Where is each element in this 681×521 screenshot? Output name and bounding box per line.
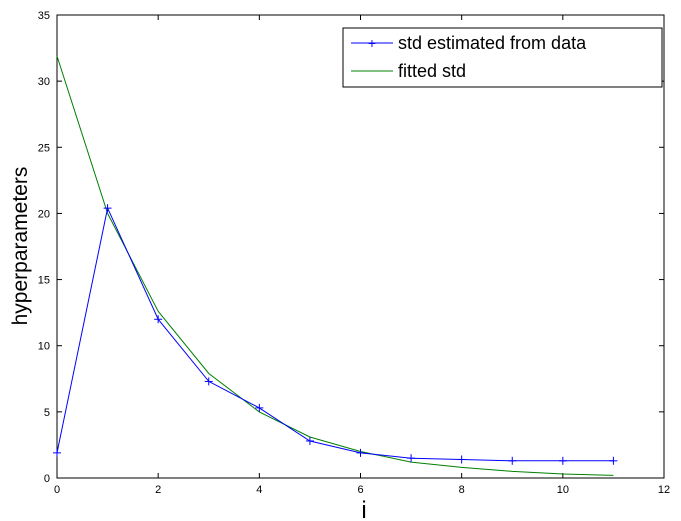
data-point	[407, 454, 416, 463]
y-tick-label: 5	[44, 407, 50, 419]
legend-box	[342, 27, 663, 88]
plot-area	[56, 14, 665, 479]
data-point	[103, 204, 112, 213]
data-point	[558, 456, 567, 465]
x-tick-label: 0	[54, 484, 60, 496]
data-point	[305, 436, 314, 445]
data-point	[356, 448, 365, 457]
series-layer	[53, 55, 618, 476]
axis-ticks: 0 2 4 6 8 10 12 0 5 10 15 20 25 30 35	[38, 10, 670, 496]
y-tick-label: 20	[38, 208, 50, 220]
y-tick-label: 25	[38, 142, 50, 154]
y-tick-label: 0	[44, 473, 50, 485]
data-point	[204, 377, 213, 386]
x-axis-label: i	[361, 497, 366, 521]
legend-label-fitted-std: fitted std	[398, 61, 466, 81]
data-point	[154, 315, 163, 324]
data-point	[255, 403, 264, 412]
data-point	[508, 456, 517, 465]
legend-marker-std-estimated: +	[368, 35, 376, 51]
x-tick-label: 2	[155, 484, 161, 496]
data-point	[457, 455, 466, 464]
legend: + std estimated from data fitted std	[342, 27, 663, 88]
x-tick-label: 12	[658, 484, 670, 496]
x-tick-label: 6	[357, 484, 363, 496]
series-line-fitted-std	[56, 55, 614, 476]
y-tick-label: 10	[38, 341, 50, 353]
y-tick-label: 15	[38, 275, 50, 287]
y-tick-label: 35	[38, 10, 50, 22]
y-axis-label: hyperparameters	[9, 167, 32, 326]
x-tick-label: 4	[256, 484, 262, 496]
y-tick-label: 30	[38, 76, 50, 88]
data-point	[53, 448, 61, 457]
series-line-std-estimated-from-data	[56, 206, 614, 462]
data-point	[609, 456, 618, 465]
x-tick-label: 10	[557, 484, 569, 496]
legend-label-std-estimated: std estimated from data	[398, 33, 587, 53]
x-tick-label: 8	[459, 484, 465, 496]
